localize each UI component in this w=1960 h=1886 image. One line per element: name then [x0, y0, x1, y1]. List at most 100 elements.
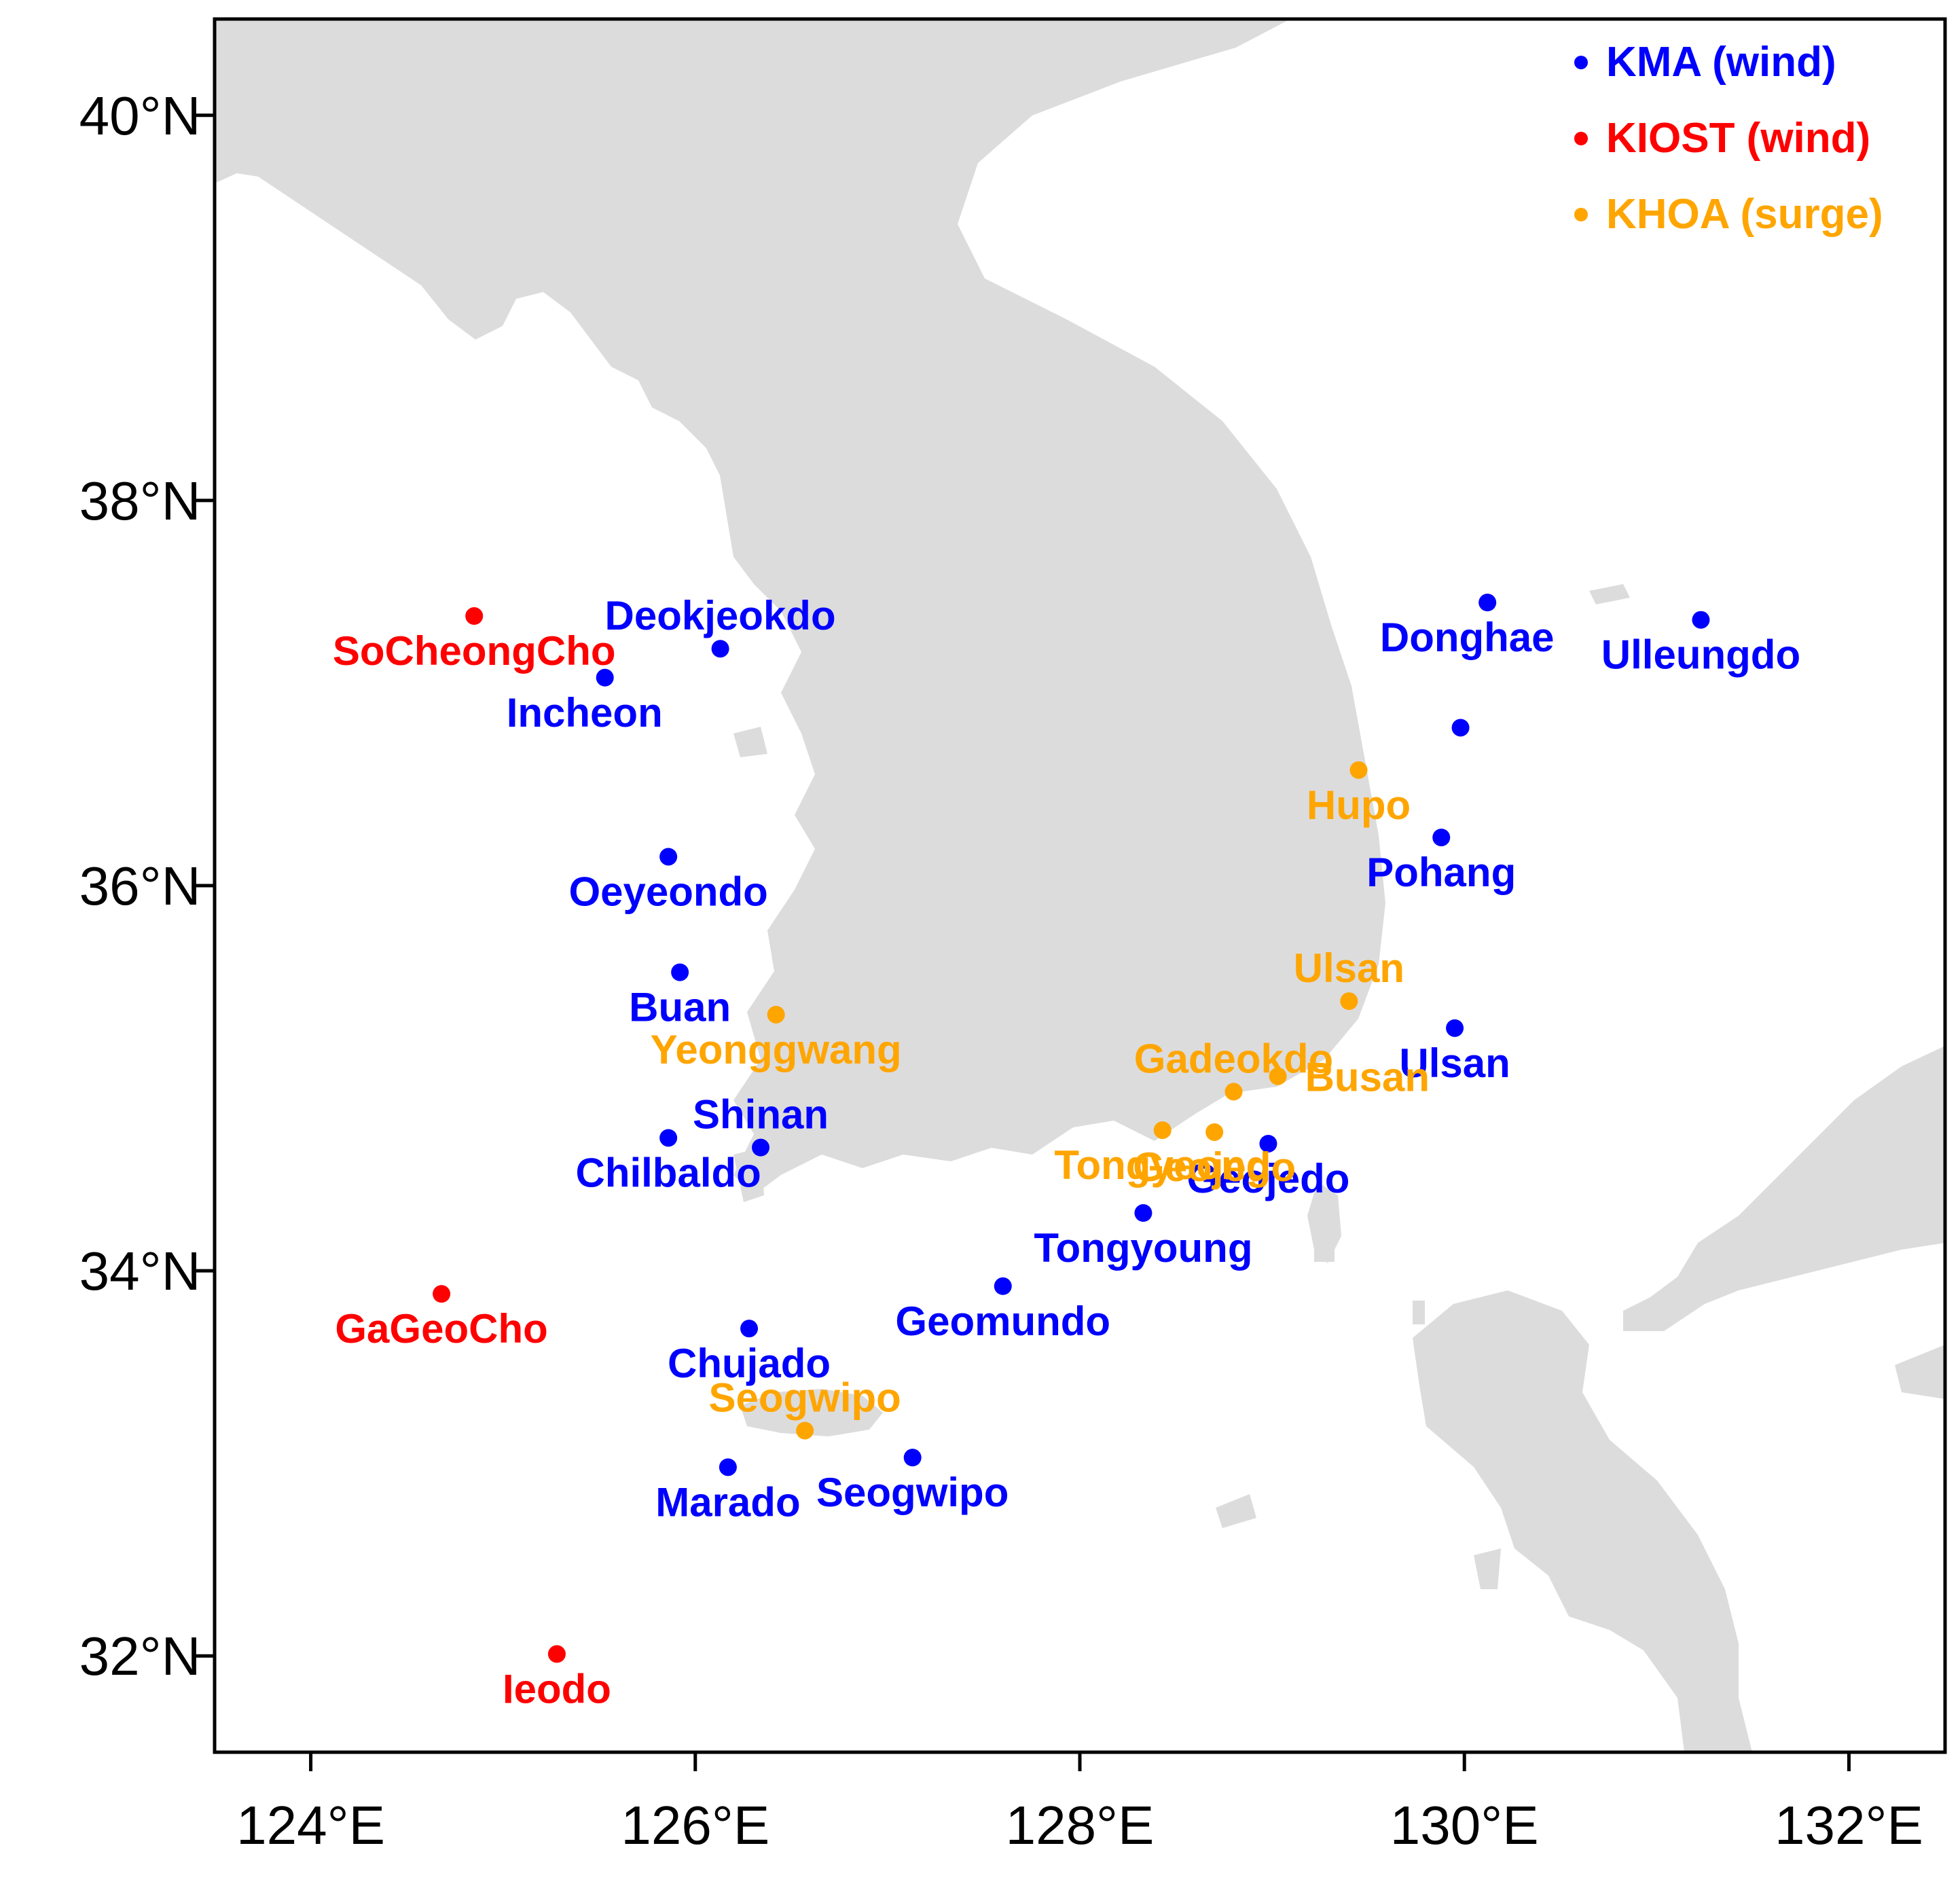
station-kma: Geomundo [895, 1277, 1110, 1344]
station-label: Oeyeondo [568, 869, 767, 914]
station-khoa: Gadeokdo [1134, 1036, 1333, 1101]
small-island [733, 1148, 764, 1202]
legend-marker [1574, 132, 1588, 145]
station-label: Chilbaldo [575, 1150, 761, 1195]
small-island [1413, 1301, 1425, 1324]
station-kma: Chujado [668, 1320, 831, 1386]
station-label: Donghae [1380, 615, 1555, 660]
legend-marker [1574, 56, 1588, 69]
x-tick-label: 126°E [621, 1795, 769, 1855]
station-label: Marado [655, 1479, 800, 1525]
station-label: Ieodo [503, 1666, 611, 1711]
station-kma: Tongyoung [1034, 1204, 1252, 1271]
jeju-island [740, 1389, 883, 1436]
station-kma [1451, 719, 1470, 737]
station-label: Tongyeong [1054, 1142, 1271, 1188]
y-tick-label: 36°N [79, 856, 201, 916]
station-kma: Shinan [693, 1092, 829, 1157]
x-tick-label: 130°E [1390, 1795, 1539, 1855]
station-marker [767, 1005, 785, 1023]
x-axis: 124°E 126°E 128°E 130°E 132°E [236, 1752, 1923, 1855]
japan-kyushu [1413, 1290, 1752, 1752]
station-label: Tongyoung [1034, 1225, 1252, 1271]
station-marker [796, 1421, 814, 1440]
korean-peninsula [215, 19, 1385, 1195]
legend-label: KMA (wind) [1606, 39, 1836, 86]
station-kma: Chilbaldo [575, 1129, 761, 1195]
station-khoa: Busan [1269, 1055, 1430, 1100]
legend: KMA (wind) KIOST (wind) KHOA (surge) [1574, 39, 1883, 238]
station-khoa: Yeonggwang [651, 1005, 902, 1072]
y-axis: 32°N 34°N 36°N 38°N 40°N [79, 86, 215, 1686]
station-marker [1269, 1067, 1287, 1085]
station-marker [465, 607, 484, 625]
station-marker [1451, 719, 1470, 737]
station-marker [1134, 1204, 1153, 1222]
station-marker [433, 1285, 451, 1303]
station-marker [659, 1129, 678, 1147]
station-label: Ulleungdo [1601, 632, 1800, 678]
station-label: Geojedo [1133, 1144, 1296, 1190]
station-label: SoCheongCho [333, 628, 616, 674]
station-kma: Pohang [1366, 829, 1516, 895]
station-label: Incheon [507, 690, 663, 736]
station-label: Ulsan [1294, 945, 1404, 991]
station-label: Chujado [668, 1341, 831, 1386]
stations-layer: Deokjeokdo Incheon Oeyeondo Buan Shinan Chilb… [333, 593, 1800, 1711]
station-label: Seogwipo [816, 1470, 1009, 1515]
station-marker [1692, 611, 1710, 629]
small-island [733, 727, 767, 757]
station-kma: Ulsan [1399, 1019, 1510, 1086]
station-khoa: Seogwipo [708, 1375, 901, 1440]
station-label: Seogwipo [708, 1375, 901, 1420]
station-label: Busan [1305, 1055, 1430, 1100]
station-label: Geojedo [1186, 1156, 1349, 1201]
small-island [1216, 1494, 1256, 1528]
station-marker [671, 963, 689, 981]
station-marker [547, 1645, 566, 1663]
station-khoa: Geojedo [1133, 1123, 1296, 1190]
small-island [1589, 584, 1630, 604]
station-marker [1259, 1134, 1277, 1153]
land-layer [215, 19, 1945, 1752]
station-label: Shinan [693, 1092, 829, 1138]
station-marker [711, 640, 729, 658]
small-island [1314, 1243, 1335, 1262]
station-marker [740, 1320, 759, 1338]
station-marker [1478, 594, 1497, 612]
station-label: Ulsan [1399, 1040, 1510, 1086]
station-kiost: GaGeoCho [335, 1285, 548, 1352]
station-kiost: SoCheongCho [333, 607, 616, 674]
y-tick-label: 32°N [79, 1626, 201, 1686]
station-marker [1224, 1083, 1243, 1101]
station-kma: Donghae [1380, 594, 1555, 660]
station-marker [1446, 1019, 1464, 1037]
x-tick-label: 132°E [1775, 1795, 1923, 1855]
station-label: Pohang [1366, 850, 1516, 895]
y-tick-label: 40°N [79, 86, 201, 146]
x-tick-label: 124°E [236, 1795, 385, 1855]
station-marker [596, 668, 614, 687]
station-marker [1340, 992, 1358, 1011]
station-marker [719, 1458, 737, 1476]
station-marker [1432, 829, 1451, 847]
station-label: Geomundo [895, 1299, 1110, 1344]
station-khoa: Ulsan [1294, 945, 1404, 1011]
station-kma: Incheon [507, 668, 663, 736]
station-marker [752, 1138, 770, 1157]
small-island [1474, 1548, 1501, 1589]
y-tick-label: 34°N [79, 1241, 201, 1301]
japan-shikoku [1895, 1345, 1945, 1399]
station-kma: Marado [655, 1458, 801, 1525]
station-marker [1153, 1121, 1172, 1140]
legend-label: KIOST (wind) [1606, 115, 1870, 162]
station-kma: Deokjeokdo [605, 593, 836, 658]
station-marker [659, 848, 678, 866]
legend-marker [1574, 208, 1588, 221]
station-khoa: Hupo [1307, 761, 1411, 828]
station-label: Hupo [1307, 782, 1411, 828]
japan-honshu [1623, 1046, 1945, 1331]
station-kma: Oeyeondo [568, 848, 768, 914]
y-tick-label: 38°N [79, 471, 201, 531]
